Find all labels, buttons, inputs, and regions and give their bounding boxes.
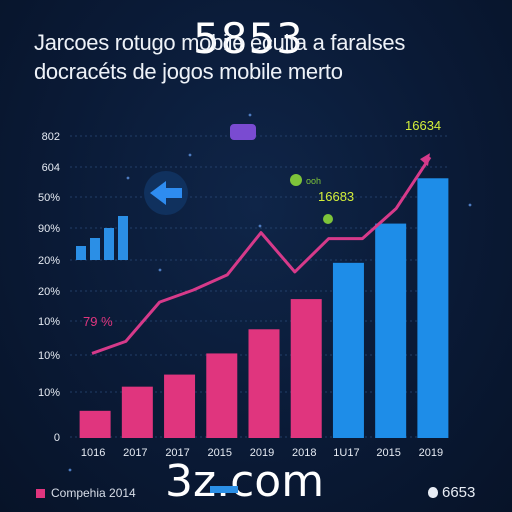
trend-arrowhead — [420, 153, 430, 167]
star-decoration — [248, 113, 252, 117]
brand-badge: 6653 — [428, 484, 475, 501]
brand-text: 6653 — [442, 484, 476, 501]
x-tick-label: 2018 — [292, 447, 316, 459]
legend-blue-swatch — [210, 486, 238, 493]
x-tick-label: 1016 — [81, 447, 105, 459]
back-arrow-shape — [150, 181, 182, 205]
mini-bar-icon — [90, 238, 100, 260]
bar — [417, 178, 449, 438]
star-decoration — [68, 468, 72, 472]
legend: Compehia 2014 — [36, 486, 136, 500]
overlay-number: 5853 — [193, 14, 304, 63]
x-tick-label: 2015 — [376, 447, 400, 459]
star-decoration — [126, 176, 130, 180]
y-tick-label: 90% — [38, 223, 60, 235]
x-tick-label: 2019 — [250, 447, 274, 459]
green-dot-icon — [290, 174, 302, 186]
y-tick-label: 604 — [42, 162, 60, 174]
trend-line — [91, 156, 432, 355]
title-line-1: Jarcoes rotugo mobile ecuita a faralses — [34, 30, 406, 55]
legend-swatch — [36, 488, 45, 498]
mini-bar-icon — [76, 246, 86, 260]
green-dot-icon — [323, 214, 333, 224]
bar — [290, 299, 322, 438]
legend-secondary — [210, 486, 238, 493]
gamepad-icon — [230, 124, 256, 140]
mini-bar-icon — [104, 228, 114, 260]
chart-title: Jarcoes rotugo mobile ecuita a faralses … — [34, 28, 504, 86]
peak-annotation: 16634 — [405, 118, 441, 133]
bar — [121, 386, 153, 438]
bar — [164, 374, 196, 438]
star-decoration — [468, 203, 472, 207]
star-decoration — [188, 153, 192, 157]
y-tick-label: 50% — [38, 192, 60, 204]
mini-bar-icon — [118, 216, 128, 260]
mid-small-annotation: ooh — [306, 176, 321, 186]
mid-annotation: 16683 — [318, 189, 354, 204]
apple-icon — [428, 487, 438, 498]
watermark: 3z.com — [165, 456, 325, 507]
bar — [332, 262, 364, 438]
title-line-2: docracéts de jogos mobile merto — [34, 59, 343, 84]
bar — [79, 410, 111, 438]
bar — [206, 353, 238, 438]
star-decoration — [258, 224, 262, 228]
start-annotation: 79 % — [83, 314, 113, 329]
y-tick-label: 20% — [38, 286, 60, 298]
star-decoration — [158, 268, 162, 272]
bar — [248, 329, 280, 438]
y-tick-label: 10% — [38, 387, 60, 399]
x-tick-label: 2017 — [123, 447, 147, 459]
y-tick-label: 0 — [54, 432, 60, 444]
y-tick-label: 10% — [38, 350, 60, 362]
bar — [375, 223, 407, 438]
x-tick-label: 2019 — [419, 447, 443, 459]
y-tick-label: 802 — [42, 131, 60, 143]
y-tick-label: 10% — [38, 316, 60, 328]
x-tick-label: 1U17 — [333, 447, 359, 459]
x-tick-label: 2015 — [208, 447, 232, 459]
y-tick-label: 20% — [38, 255, 60, 267]
x-tick-label: 2017 — [165, 447, 189, 459]
legend-label: Compehia 2014 — [51, 486, 136, 500]
